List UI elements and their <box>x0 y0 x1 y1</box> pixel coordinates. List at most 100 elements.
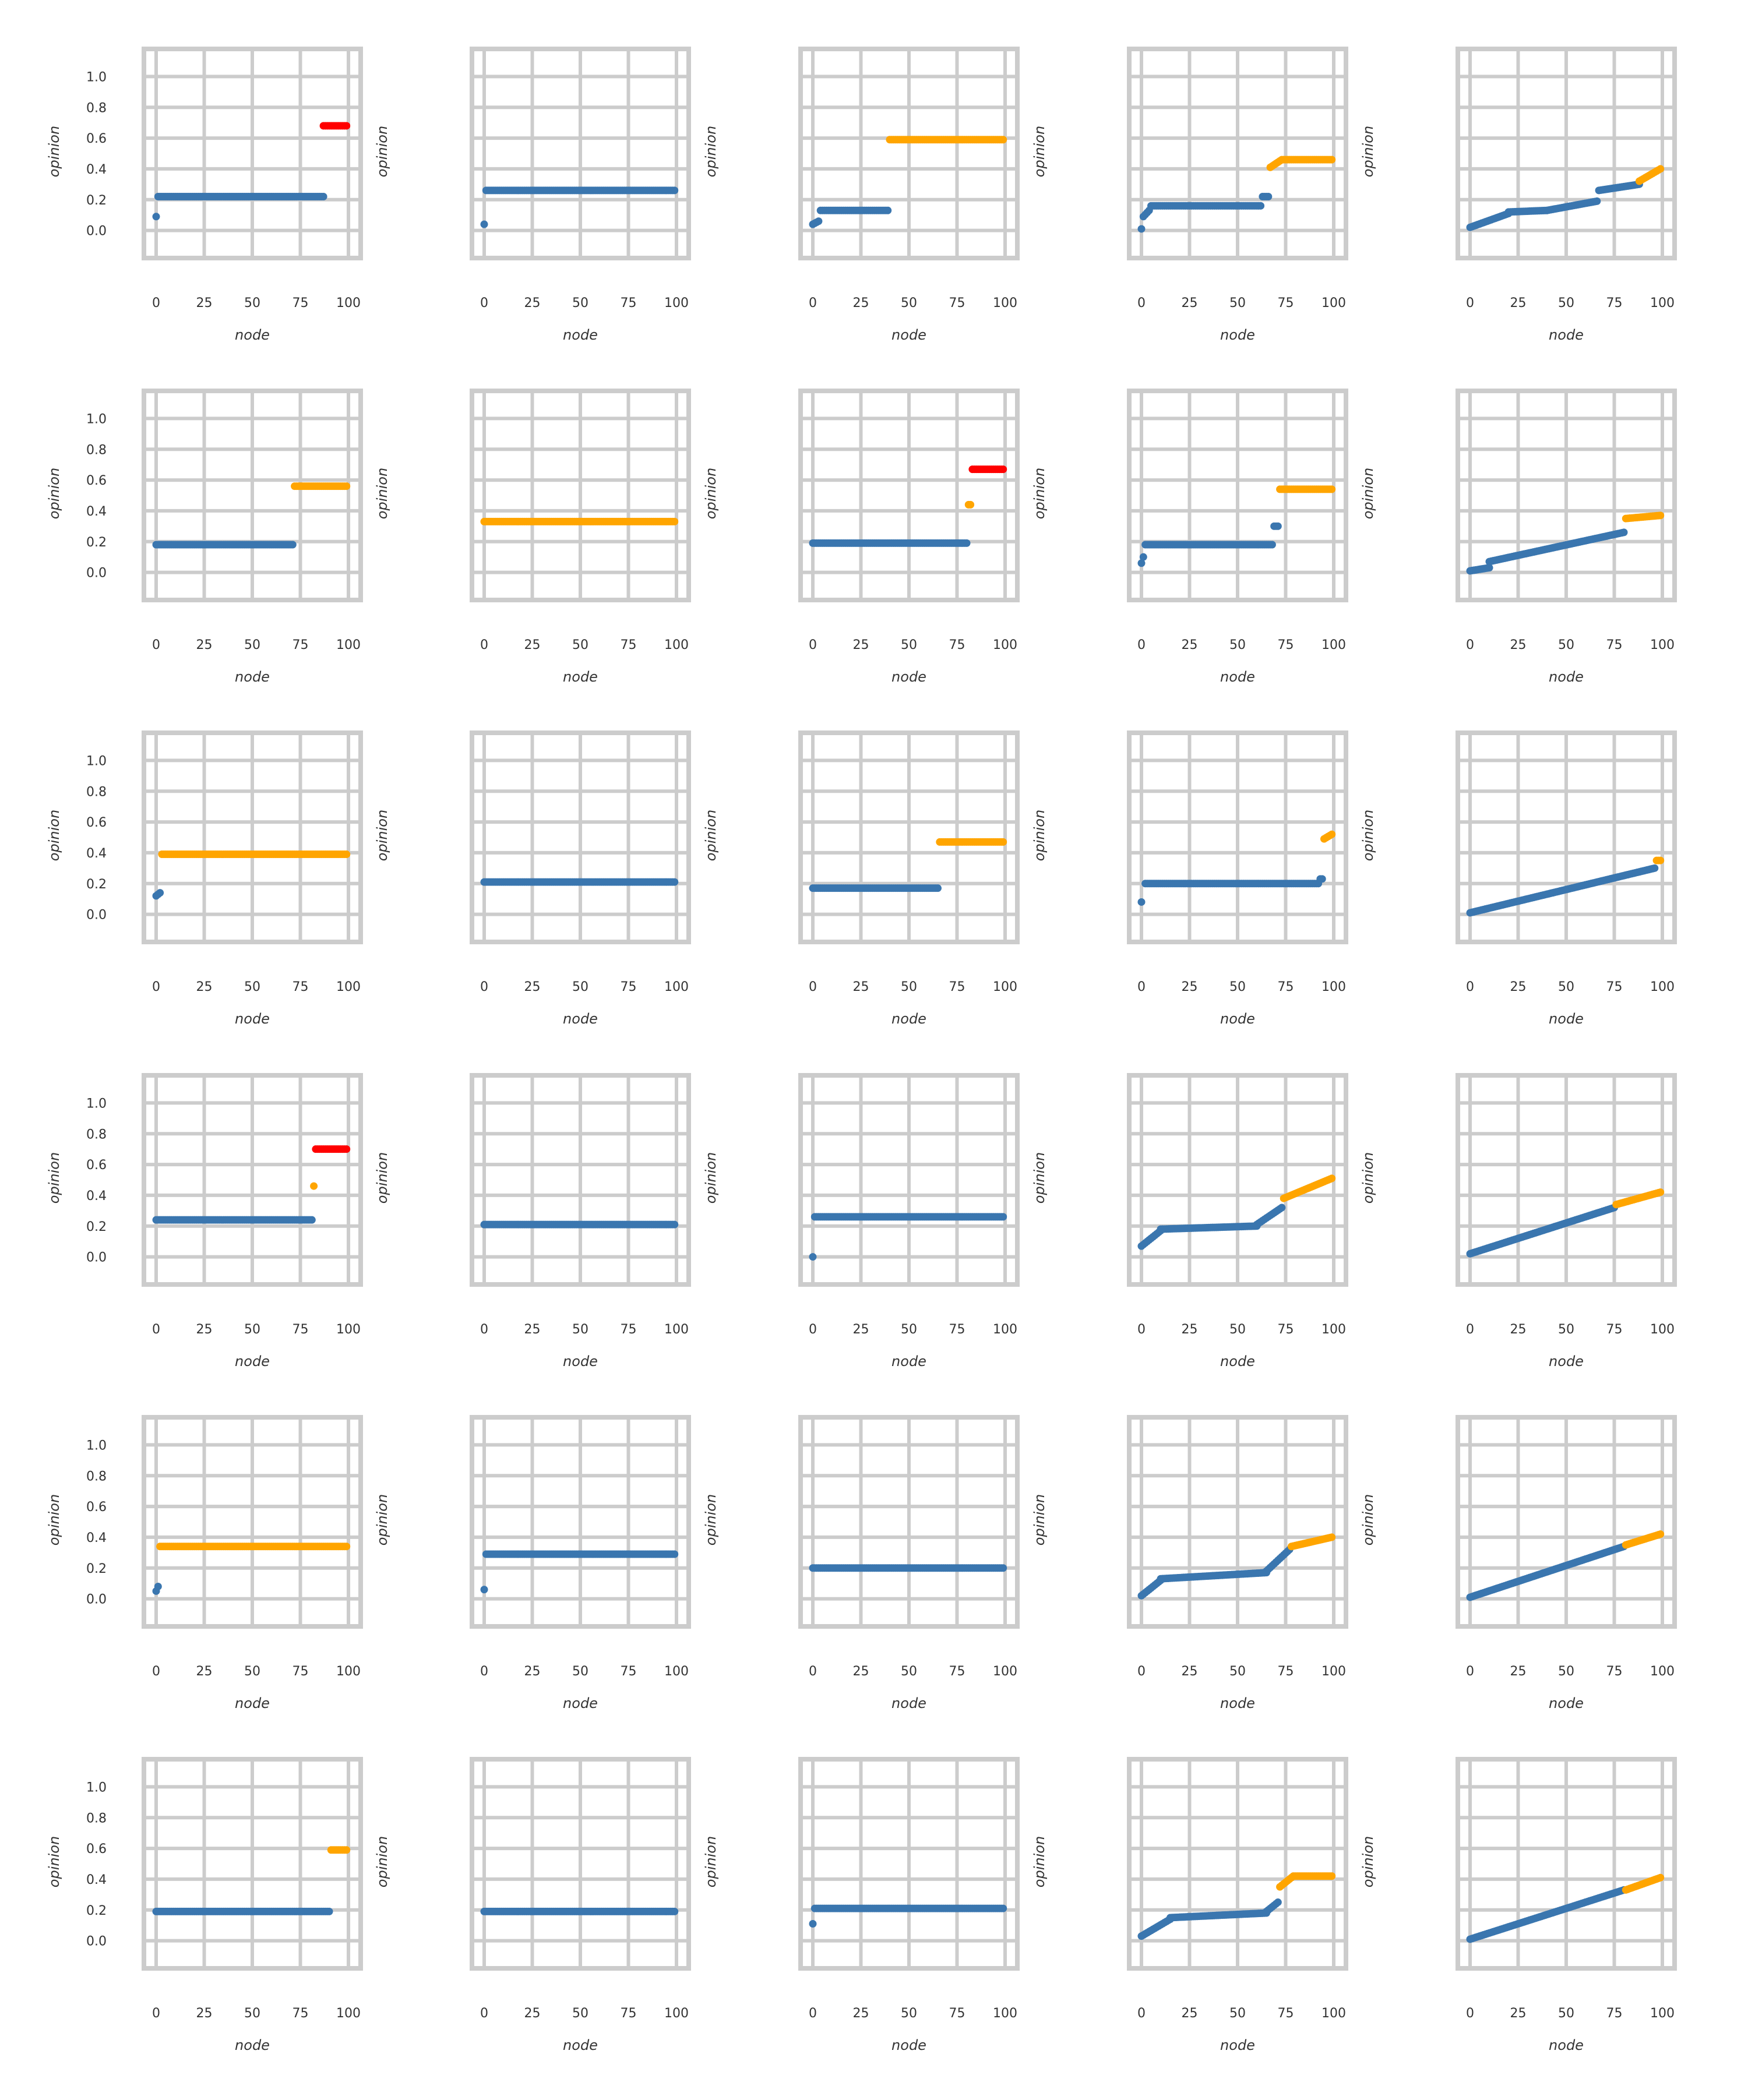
x-tick-label: 75 <box>1278 1322 1294 1337</box>
data-point <box>671 1220 679 1229</box>
data-point <box>1328 830 1336 838</box>
y-tick-label: 0.6 <box>86 1158 107 1173</box>
y-tick-label: 0.2 <box>86 1904 107 1918</box>
x-tick-label: 50 <box>1558 2006 1574 2021</box>
y-tick-label: 1.0 <box>86 70 107 84</box>
panel-r5c1: 0 25 50 75 100 0.0 0.2 0.4 0.6 0.8 1.0 node opinion <box>46 1415 363 1711</box>
x-tick-label: 0 <box>1137 296 1146 310</box>
y-axis-label: opinion <box>46 1152 62 1203</box>
x-tick-label: 25 <box>196 296 213 310</box>
x-tick-label: 0 <box>152 296 160 310</box>
x-tick-label: 0 <box>1137 638 1146 652</box>
data-point <box>671 186 679 195</box>
x-tick-label: 100 <box>664 638 689 652</box>
x-tick-label: 0 <box>809 638 817 652</box>
axes-frame <box>142 1415 363 1629</box>
panel-r1c1: 0 25 50 75 100 0.0 0.2 0.4 0.6 0.8 1.0 node opinion <box>46 47 363 343</box>
x-axis-label: node <box>563 669 598 685</box>
x-axis-label: node <box>1549 1353 1584 1370</box>
y-tick-label: 0.2 <box>86 535 107 550</box>
x-tick-label: 75 <box>621 2006 637 2021</box>
data-point <box>1328 156 1336 164</box>
data-point <box>809 1920 817 1928</box>
x-tick-label: 75 <box>1606 1322 1623 1337</box>
x-tick-label: 50 <box>1229 1322 1246 1337</box>
data-point <box>343 122 351 130</box>
x-tick-label: 100 <box>1650 638 1675 652</box>
y-axis-label: opinion <box>374 1494 390 1545</box>
y-tick-label: 0.2 <box>86 877 107 892</box>
x-axis-label: node <box>563 1011 598 1027</box>
panel-r6c2: 0 25 50 75 100 node opinion <box>374 1757 691 2053</box>
x-tick-label: 75 <box>292 638 309 652</box>
x-tick-label: 100 <box>336 296 361 310</box>
y-axis-label: opinion <box>46 126 62 177</box>
x-tick-label: 25 <box>853 638 869 652</box>
data-point <box>343 850 351 859</box>
data-point <box>815 217 823 225</box>
panel-r1c3: 0 25 50 75 100 node opinion <box>703 47 1020 343</box>
data-point <box>1485 564 1493 572</box>
axes-frame <box>1456 730 1677 944</box>
axes-frame <box>798 389 1020 602</box>
x-tick-label: 100 <box>993 638 1017 652</box>
panel-r4c1: 0 25 50 75 100 0.0 0.2 0.4 0.6 0.8 1.0 node opinion <box>46 1073 363 1370</box>
x-tick-label: 25 <box>524 296 541 310</box>
y-axis-label: opinion <box>374 1152 390 1203</box>
x-tick-label: 50 <box>1558 980 1574 994</box>
x-axis-label: node <box>1549 1695 1584 1711</box>
x-tick-label: 0 <box>1466 980 1474 994</box>
x-tick-label: 25 <box>196 980 213 994</box>
x-tick-label: 75 <box>1278 1664 1294 1679</box>
x-tick-label: 50 <box>244 1322 260 1337</box>
y-tick-label: 0.8 <box>86 1811 107 1826</box>
x-tick-label: 0 <box>152 1322 160 1337</box>
x-tick-label: 100 <box>1321 1664 1346 1679</box>
data-point <box>671 1550 679 1558</box>
data-point <box>1264 192 1273 200</box>
y-axis-label: opinion <box>703 468 719 519</box>
panel-r3c3: 0 25 50 75 100 node opinion <box>703 730 1020 1027</box>
data-point <box>1137 898 1146 906</box>
y-tick-label: 0.4 <box>86 1189 107 1203</box>
x-tick-label: 25 <box>1510 638 1527 652</box>
data-point <box>1657 856 1665 864</box>
x-tick-label: 50 <box>1558 1664 1574 1679</box>
x-axis-label: node <box>891 1353 926 1370</box>
x-tick-label: 75 <box>621 638 637 652</box>
x-axis-label: node <box>891 2037 926 2053</box>
x-tick-label: 50 <box>1558 1322 1574 1337</box>
x-tick-label: 75 <box>292 2006 309 2021</box>
x-tick-label: 25 <box>1182 2006 1198 2021</box>
x-tick-label: 50 <box>901 296 917 310</box>
x-tick-label: 75 <box>949 1664 965 1679</box>
x-tick-label: 50 <box>244 296 260 310</box>
x-tick-label: 100 <box>664 1664 689 1679</box>
data-point <box>999 1213 1007 1221</box>
data-point <box>1328 485 1336 493</box>
axes-frame <box>1456 1415 1677 1629</box>
x-axis-label: node <box>1220 1353 1255 1370</box>
y-axis-label: opinion <box>1031 126 1048 177</box>
x-tick-label: 100 <box>664 296 689 310</box>
y-tick-label: 1.0 <box>86 412 107 426</box>
y-tick-label: 0.0 <box>86 566 107 581</box>
x-tick-label: 75 <box>1606 296 1623 310</box>
x-tick-label: 25 <box>1510 980 1527 994</box>
x-axis-label: node <box>563 2037 598 2053</box>
x-tick-label: 75 <box>1278 638 1294 652</box>
x-tick-label: 100 <box>1321 1322 1346 1337</box>
x-tick-label: 25 <box>1510 1664 1527 1679</box>
y-axis-label: opinion <box>1360 810 1376 861</box>
x-tick-label: 75 <box>292 1322 309 1337</box>
y-tick-label: 0.4 <box>86 846 107 861</box>
data-point <box>1328 1872 1336 1880</box>
x-axis-label: node <box>1220 1695 1255 1711</box>
y-tick-label: 0.6 <box>86 1842 107 1857</box>
y-tick-label: 0.6 <box>86 474 107 488</box>
x-tick-label: 25 <box>196 1664 213 1679</box>
x-axis-label: node <box>563 327 598 343</box>
x-tick-label: 25 <box>524 1322 541 1337</box>
x-tick-label: 50 <box>1229 2006 1246 2021</box>
